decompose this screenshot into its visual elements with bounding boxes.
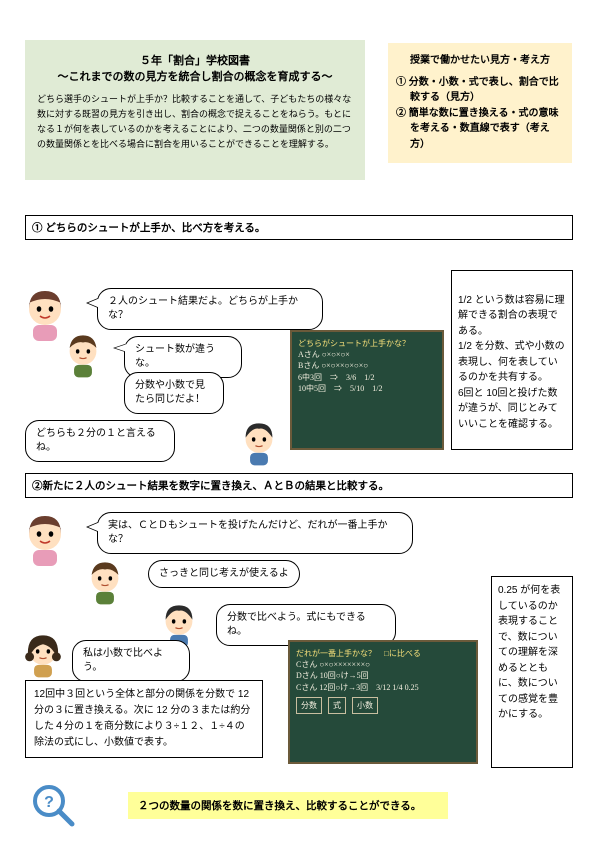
summary-speech-text: どちらも２分の１と言えるね。 — [36, 428, 156, 453]
perspective-item-2: ② 簡単な数に置き換える・式の意味を考える・数直線で表す（考え方） — [396, 106, 564, 153]
bubble-tail — [88, 522, 100, 532]
section-2-label: ②新たに２人のシュート結果を数字に置き換え、ＡとＢの結果と比較する。 — [32, 480, 389, 492]
perspective-item-1: ① 分数・小数・式で表し、割合で比較する（見方） — [396, 75, 564, 106]
section-2-explanation-text: 12回中３回という全体と部分の関係を分数で 12 分の３に置き換える。次に 12… — [34, 689, 250, 748]
perspectives-heading: 授業で働かせたい見方・考え方 — [396, 53, 564, 69]
svg-text:?: ? — [44, 794, 54, 811]
teacher2-speech-bubble: 実は、ＣとＤもシュートを投げたんだけど、だれが一番上手かな？ — [97, 512, 413, 554]
girl-speech-bubble: 私は小数で比べよう。 — [72, 640, 190, 682]
boy1-face-icon — [62, 330, 104, 380]
teacher-speech-bubble: ２人のシュート結果だよ。どちらが上手かな？ — [97, 288, 323, 330]
section-1-annotation-text: 1/2 という数は容易に理解できる割合の表現である。 1/2 を分数、式や小数の… — [458, 295, 565, 430]
section-1-label: ① どちらのシュートが上手か、比べ方を考える。 — [32, 222, 265, 234]
lesson-title-line1: ５年「割合」学校図書 — [37, 52, 353, 68]
boy2-speech-text: 分数や小数で見たら同じだよ！ — [135, 380, 205, 405]
boy1-speech2-text: さっきと同じ考えが使えるよ — [159, 568, 289, 579]
lesson-intro-text: どちら選手のシュートが上手か？比較することを通して、子どもたちの様々な数に対する… — [37, 92, 353, 151]
header-yellow-box: 授業で働かせたい見方・考え方 ① 分数・小数・式で表し、割合で比較する（見方） … — [388, 43, 572, 163]
section-2-annotation-text: 0.25 が何を表しているのか表現することで、数についての理解を深めるとともに、… — [498, 585, 560, 720]
lesson-title-line2: ～これまでの数の見方を統合し割合の概念を育成する～ — [37, 68, 353, 84]
teacher-face2-icon — [22, 510, 68, 566]
boy1-face2-icon — [84, 557, 126, 607]
blackboard-image-1: どちらがシュートが上手かな？ Aさん ○×○×○× Bさん ○×○××○×○×○… — [290, 330, 444, 450]
section-2-heading: ②新たに２人のシュート結果を数字に置き換え、ＡとＢの結果と比較する。 — [25, 473, 573, 498]
conclusion-box: ２つの数量の関係を数に置き換え、比較することができる。 — [128, 792, 448, 819]
boy2-speech-bubble: 分数や小数で見たら同じだよ！ — [124, 372, 224, 414]
summary-speech-bubble: どちらも２分の１と言えるね。 — [25, 420, 175, 462]
section-2-annotation: 0.25 が何を表しているのか表現することで、数についての理解を深めるとともに、… — [491, 576, 573, 768]
girl-face-icon — [22, 630, 64, 680]
bubble-tail — [88, 298, 100, 308]
teacher-speech-text: ２人のシュート結果だよ。どちらが上手かな？ — [108, 296, 298, 321]
conclusion-text: ２つの数量の関係を数に置き換え、比較することができる。 — [138, 800, 421, 812]
magnifier-icon: ? — [30, 782, 76, 828]
header-green-box: ５年「割合」学校図書 ～これまでの数の見方を統合し割合の概念を育成する～ どちら… — [25, 40, 365, 180]
teacher2-speech-text: 実は、ＣとＤもシュートを投げたんだけど、だれが一番上手かな？ — [108, 520, 388, 545]
section-2-explanation-box: 12回中３回という全体と部分の関係を分数で 12 分の３に置き換える。次に 12… — [25, 680, 263, 758]
boy2-face-icon — [238, 418, 280, 468]
section-1-heading: ① どちらのシュートが上手か、比べ方を考える。 — [25, 215, 573, 240]
girl-speech-text: 私は小数で比べよう。 — [83, 648, 163, 673]
boy1-speech2-bubble: さっきと同じ考えが使えるよ — [148, 560, 300, 588]
boy1-speech-text: シュート数が違うな。 — [135, 344, 215, 369]
boy2-speech2-text: 分数で比べよう。式にもできるね。 — [227, 612, 366, 637]
section-1-annotation: 1/2 という数は容易に理解できる割合の表現である。 1/2 を分数、式や小数の… — [451, 270, 573, 450]
blackboard-image-2: だれが一番上手かな？ □に比べる Cさん ○×○×××××××○ Dさん 10回… — [288, 640, 478, 764]
bubble-tail — [115, 344, 127, 352]
